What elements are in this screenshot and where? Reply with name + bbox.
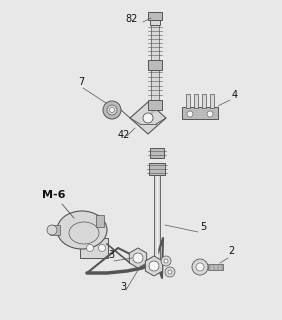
Circle shape [149,261,159,271]
Bar [148,100,162,110]
Ellipse shape [57,211,107,249]
Bar [202,94,206,108]
Bar [154,175,160,260]
Circle shape [161,256,171,266]
Circle shape [164,259,168,263]
Bar [148,12,162,20]
Bar [150,148,164,158]
Text: 82: 82 [125,14,138,24]
Text: 5: 5 [200,222,206,232]
Circle shape [47,225,57,235]
Text: 3: 3 [108,250,114,260]
Polygon shape [145,256,163,276]
Circle shape [109,108,114,113]
Circle shape [165,267,175,277]
Circle shape [143,113,153,123]
Polygon shape [129,248,147,268]
Circle shape [168,270,172,274]
Circle shape [196,263,204,271]
Bar [149,163,165,175]
Text: M-6: M-6 [42,190,65,200]
Bar [208,264,223,270]
Bar [80,238,108,258]
Circle shape [98,244,105,252]
Circle shape [192,259,208,275]
Circle shape [133,253,143,263]
Text: 42: 42 [118,130,130,140]
Circle shape [87,244,94,252]
Bar [186,94,190,108]
Bar [150,20,160,25]
Text: 2: 2 [228,246,234,256]
Bar [96,215,104,227]
Bar [194,94,198,108]
Circle shape [207,111,213,117]
Text: 4: 4 [232,90,238,100]
Bar [210,94,214,108]
Text: 3: 3 [120,282,126,292]
Ellipse shape [69,222,99,244]
Bar [50,225,60,235]
Text: 7: 7 [78,77,84,87]
Bar [148,60,162,70]
Bar [151,70,159,100]
Bar [182,107,218,119]
Bar [151,25,159,60]
Circle shape [187,111,193,117]
Circle shape [107,105,117,115]
Polygon shape [130,102,166,134]
Circle shape [103,101,121,119]
